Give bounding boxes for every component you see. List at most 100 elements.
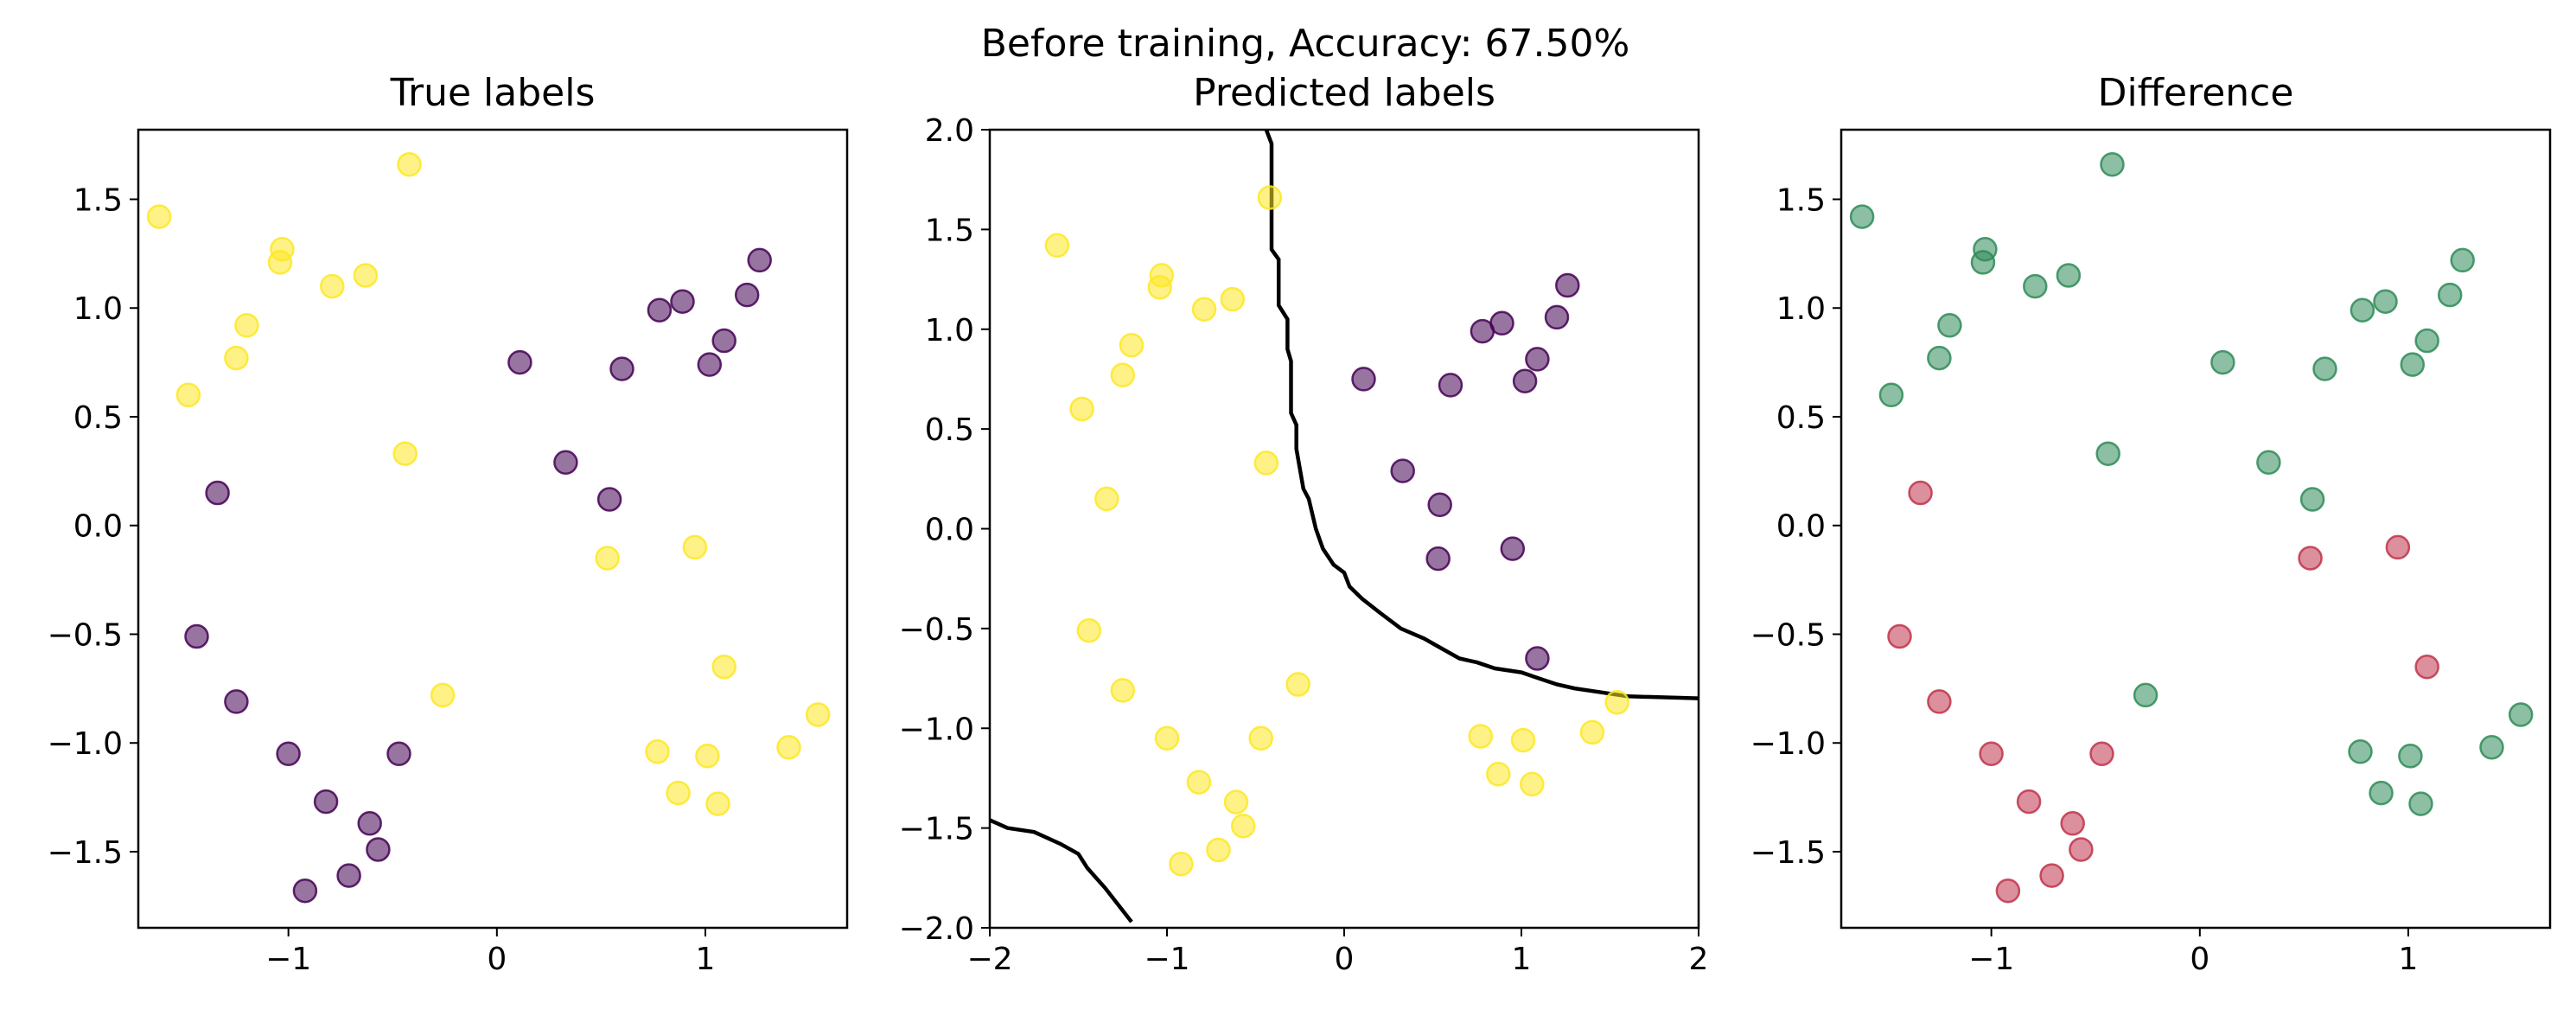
scatter-point — [2450, 247, 2475, 273]
scatter-point — [1044, 233, 1070, 259]
scatter-point — [1937, 313, 1962, 338]
scatter-point — [1230, 814, 1256, 839]
scatter-point — [647, 297, 673, 323]
scatter-point — [1995, 878, 2021, 904]
scatter-point — [184, 623, 209, 649]
scatter-point — [1206, 837, 1231, 863]
axes-frame — [137, 128, 849, 930]
scatter-point — [1076, 617, 1102, 643]
y-tick-label: 0.5 — [1776, 400, 1826, 436]
scatter-point — [2256, 450, 2281, 476]
scatter-point — [2348, 739, 2373, 764]
y-tick-label: −0.5 — [48, 617, 123, 653]
scatter-point — [2414, 654, 2439, 680]
scatter-point — [175, 382, 201, 408]
scatter-point — [1970, 250, 1996, 275]
scatter-point — [507, 349, 532, 375]
scatter-point — [353, 263, 379, 288]
scatter-point — [276, 741, 301, 767]
y-tick-label: 0.0 — [925, 513, 974, 548]
y-tick-label: 1.5 — [925, 213, 974, 248]
scatter-point — [2095, 441, 2120, 466]
scatter-point — [1512, 368, 1538, 393]
y-tick-label: 1.0 — [925, 313, 974, 348]
scatter-point — [609, 356, 634, 381]
scatter-point — [1285, 672, 1310, 697]
plot-area — [146, 151, 831, 904]
scatter-point — [1486, 762, 1511, 787]
y-tick-label: 0.0 — [73, 509, 123, 545]
scatter-point — [711, 654, 736, 680]
scatter-point — [805, 702, 831, 727]
y-tick-label: −1.0 — [1750, 726, 1826, 762]
x-tick-label: −1 — [265, 942, 311, 977]
y-tick-label: 0.5 — [925, 412, 974, 448]
scatter-point — [697, 352, 723, 377]
y-tick-label: 1.0 — [1776, 291, 1826, 327]
scatter-point — [1169, 851, 1194, 877]
x-tick-label: 1 — [1512, 942, 1532, 977]
scatter-point — [146, 204, 172, 229]
scatter-point — [2414, 328, 2439, 354]
panel-title: Difference — [2098, 71, 2294, 115]
scatter-point — [2312, 356, 2337, 381]
scatter-point — [596, 487, 622, 512]
y-tick-label: −1.0 — [899, 712, 974, 747]
scatter-point — [292, 878, 318, 904]
scatter-point — [397, 151, 422, 177]
scatter-point — [1500, 536, 1526, 561]
scatter-point — [2385, 534, 2411, 560]
scatter-point — [1489, 310, 1514, 336]
scatter-point — [1510, 727, 1536, 753]
decision-boundary-line — [1264, 130, 1699, 700]
y-tick-label: −1.5 — [899, 812, 974, 847]
panel-difference: Difference −1 0 1 −1.5 −1.0 −0.5 0.0 0.5 1.0 1.5 — [1750, 71, 2552, 977]
scatter-point — [1427, 492, 1452, 518]
scatter-point — [267, 250, 293, 275]
scatter-point — [366, 837, 391, 862]
scatter-point — [1094, 486, 1119, 512]
scatter-point — [1223, 789, 1249, 815]
scatter-point — [695, 744, 720, 769]
y-tick-label: 1.5 — [1776, 182, 1826, 218]
scatter-point — [1257, 185, 1283, 210]
scatter-point — [2437, 282, 2463, 308]
scatter-point — [2016, 789, 2042, 815]
scatter-point — [595, 546, 620, 571]
scatter-point — [357, 811, 382, 836]
scatter-point — [2369, 780, 2394, 806]
scatter-point — [1555, 272, 1580, 298]
scatter-point — [1979, 741, 2004, 767]
scatter-point — [670, 289, 695, 314]
scatter-point — [1525, 347, 1550, 372]
scatter-point — [313, 789, 339, 815]
scatter-point — [2060, 811, 2085, 836]
scatter-point — [1849, 204, 1875, 229]
scatter-point — [1908, 480, 1933, 506]
scatter-point — [1186, 770, 1212, 795]
panel-predicted-labels: Predicted labels −2 −1 0 1 2 −2.0 −1.5 −1.0 −0.5 0… — [899, 71, 1709, 977]
y-tick-label: −1.5 — [48, 835, 123, 871]
x-tick-label: 0 — [1335, 942, 1355, 977]
scatter-point — [682, 534, 708, 560]
scatter-point — [747, 247, 772, 273]
y-tick-label: −0.5 — [899, 612, 974, 648]
scatter-point — [1119, 332, 1145, 358]
scatter-point — [1927, 689, 1952, 714]
panel-title: Predicted labels — [1193, 71, 1495, 115]
scatter-point — [2298, 546, 2323, 571]
scatter-point — [1525, 646, 1550, 671]
scatter-point — [553, 450, 578, 476]
scatter-point — [2508, 702, 2534, 727]
scatter-point — [1887, 623, 1912, 649]
x-tick-label: 0 — [2190, 942, 2209, 977]
scatter-point — [1191, 297, 1217, 322]
scatter-point — [2299, 487, 2325, 512]
scatter-point — [1544, 304, 1570, 330]
x-tick-label: −1 — [1144, 942, 1189, 977]
scatter-point — [1147, 275, 1173, 300]
scatter-point — [1878, 382, 1904, 408]
scatter-point — [2350, 297, 2375, 323]
scatter-point — [2039, 863, 2064, 888]
scatter-point — [1927, 345, 1952, 371]
